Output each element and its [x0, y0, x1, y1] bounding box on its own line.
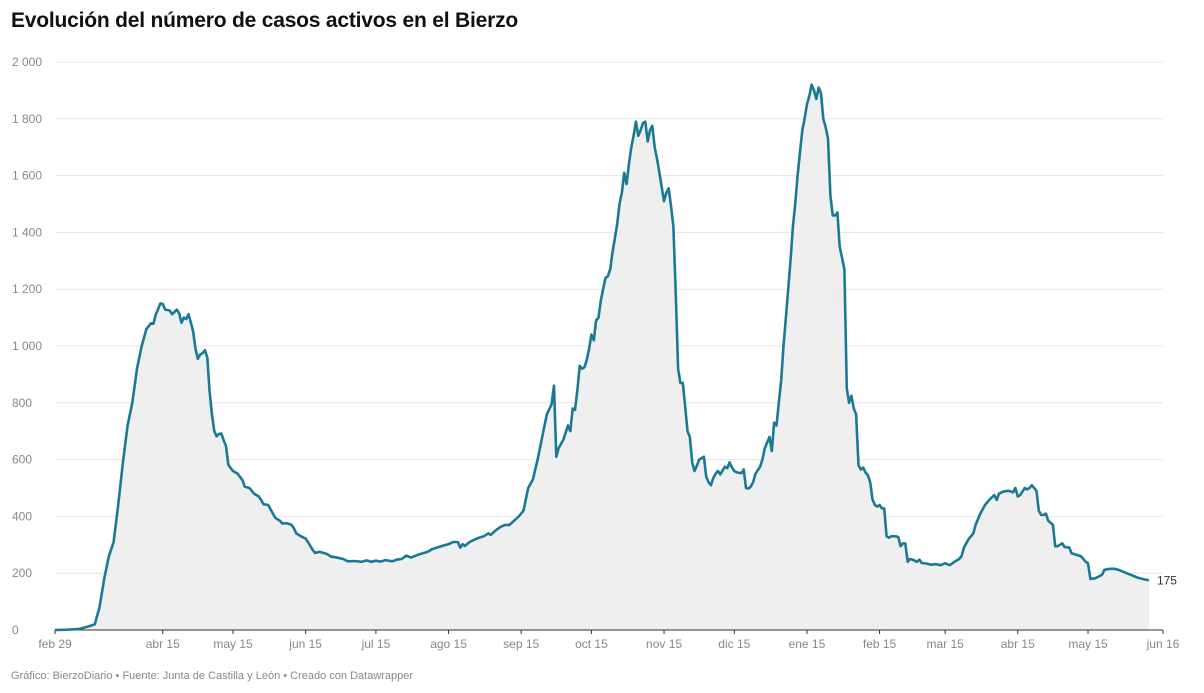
x-tick-label: ene 15 — [789, 637, 826, 651]
y-tick-label: 1 200 — [12, 282, 42, 296]
chart-title: Evolución del número de casos activos en… — [11, 9, 518, 32]
footer-credit: Gráfico: BierzoDiario • Fuente: Junta de… — [11, 670, 414, 682]
x-tick-label: sep 15 — [503, 637, 539, 651]
x-tick-label: nov 15 — [646, 637, 682, 651]
x-tick-label: abr 15 — [146, 637, 180, 651]
y-tick-label: 1 000 — [12, 339, 42, 353]
area-fill — [55, 84, 1149, 630]
x-tick-label: dic 15 — [718, 637, 750, 651]
x-tick-label: may 15 — [213, 637, 253, 651]
x-tick-label: jun 16 — [1146, 637, 1180, 651]
x-tick-label: mar 15 — [926, 637, 964, 651]
y-axis-ticks: 0 200 400 600 800 1 000 1 200 1 400 1 600 1 800 2 … — [12, 55, 42, 637]
y-tick-label: 1 600 — [12, 169, 42, 183]
y-tick-label: 200 — [12, 566, 32, 580]
x-tick-label: may 15 — [1068, 637, 1108, 651]
x-tick-label: abr 15 — [1001, 637, 1035, 651]
x-tick-label: jun 15 — [288, 637, 322, 651]
x-tick-label: feb 29 — [38, 637, 72, 651]
y-tick-label: 600 — [12, 453, 32, 467]
y-tick-label: 0 — [12, 623, 19, 637]
x-tick-label: ago 15 — [430, 637, 467, 651]
y-tick-label: 1 800 — [12, 112, 42, 126]
x-tick-label: oct 15 — [575, 637, 608, 651]
x-axis-ticks: feb 29 abr 15 may 15 jun 15 jul 15 ago 15 sep … — [38, 630, 1180, 651]
x-tick-label: jul 15 — [361, 637, 391, 651]
x-tick-label: feb 15 — [863, 637, 897, 651]
y-tick-label: 2 000 — [12, 55, 42, 69]
y-tick-label: 400 — [12, 509, 32, 523]
y-tick-label: 800 — [12, 396, 32, 410]
end-value-label: 175 — [1157, 573, 1177, 587]
series-line — [54, 83, 1150, 632]
y-tick-label: 1 400 — [12, 225, 42, 239]
